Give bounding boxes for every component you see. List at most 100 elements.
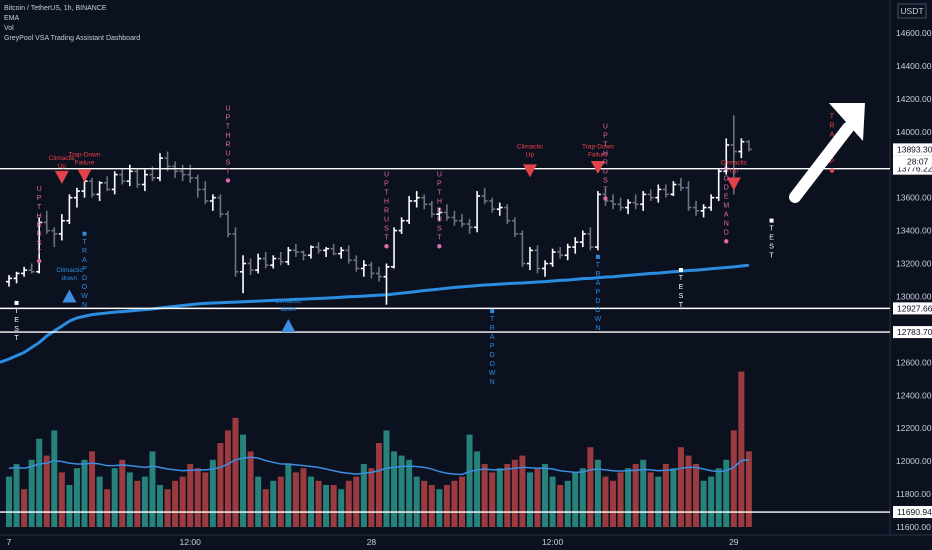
volume-bar: [693, 464, 700, 527]
signal-label-char: T: [226, 123, 231, 130]
volume-bar: [81, 459, 88, 527]
signal-label: Trap-Down: [69, 152, 101, 159]
volume-bar: [745, 451, 752, 527]
signal-label-char: T: [679, 302, 684, 309]
signal-label-char: A: [490, 334, 495, 341]
volume-bar: [270, 480, 277, 527]
volume-bar: [587, 447, 594, 527]
volume-bar: [708, 476, 715, 527]
signal-label-char: R: [37, 222, 42, 229]
signal-label-char: R: [603, 160, 608, 167]
price-badge: [893, 506, 932, 519]
signal-label-char: A: [724, 211, 729, 218]
signal-label-char: W: [489, 370, 496, 377]
price-badge-label: 13776.22: [897, 164, 932, 174]
volume-bar: [549, 476, 556, 527]
signal-label-char: T: [384, 189, 389, 196]
signal-label-char: N: [724, 166, 729, 173]
signal-label-char: U: [225, 105, 230, 112]
volume-bar: [504, 464, 511, 527]
volume-bar: [730, 430, 737, 527]
signal-label-char: R: [384, 207, 389, 214]
signal-label-char: S: [384, 225, 389, 232]
volume-bar: [194, 468, 201, 527]
volume-bar: [700, 480, 707, 527]
climactic-up-triangle: [590, 161, 605, 175]
signal-label-char: S: [679, 293, 684, 300]
volume-bar: [224, 430, 231, 527]
price-badge: [893, 143, 932, 156]
volume-bar: [149, 451, 156, 527]
volume-bar: [715, 468, 722, 527]
signal-label-char: T: [490, 316, 495, 323]
x-axis-tick: 7: [7, 537, 12, 547]
signal-label-char: S: [226, 159, 231, 166]
signal-label-char: P: [596, 289, 601, 296]
climactic-down-triangle: [281, 319, 296, 333]
signal-label-char: T: [226, 168, 231, 175]
signal-dot: [225, 178, 231, 183]
signal-label-char: U: [37, 186, 42, 193]
volume-bar: [277, 476, 284, 527]
volume-bar: [209, 459, 216, 527]
signal-label-char: T: [37, 204, 42, 211]
signal-dot: [14, 300, 19, 305]
price-badge: [893, 302, 932, 315]
volume-bar: [610, 480, 616, 527]
climactic-up-triangle: [77, 169, 92, 183]
signal-label-char: H: [603, 151, 608, 158]
volume-bar: [368, 468, 375, 527]
volume-bar: [300, 468, 307, 527]
volume-bar: [164, 489, 171, 527]
signal-label-char: P: [490, 343, 495, 350]
volume-bar: [496, 468, 503, 527]
price-badge-label: 11690.94: [897, 507, 932, 517]
signal-label-char: D: [490, 352, 495, 359]
signal-label-char: P: [830, 159, 835, 166]
y-axis-tick: 11800.00: [896, 489, 931, 499]
signal-label-char: W: [595, 316, 602, 323]
volume-bar: [141, 476, 148, 527]
signal-label-char: P: [384, 180, 389, 187]
volume-bar: [451, 480, 458, 527]
signal-label: down: [62, 275, 78, 282]
signal-dot: [724, 239, 729, 244]
x-axis-tick: 12:00: [542, 537, 564, 547]
legend-ema: EMA: [4, 15, 20, 22]
signal-label-char: N: [595, 325, 600, 332]
signal-label-char: D: [595, 298, 600, 305]
y-axis-tick: 13400.00: [896, 226, 932, 236]
y-axis-tick: 14600.00: [896, 28, 932, 38]
volume-bar: [104, 489, 111, 527]
volume-bar: [383, 430, 390, 527]
legend-vol: Vol: [4, 25, 14, 32]
volume-bar: [43, 455, 50, 527]
volume-bar: [481, 464, 488, 527]
signal-label-char: U: [437, 216, 442, 223]
volume-bar: [187, 464, 194, 527]
volume-bar: [119, 459, 126, 527]
signal-label: down: [281, 306, 297, 313]
ema-line: [0, 263, 750, 364]
currency-box[interactable]: [897, 3, 927, 19]
signal-label-char: U: [603, 124, 608, 131]
volume-bar: [126, 472, 133, 527]
volume-bar: [330, 485, 337, 527]
volume-bar: [602, 476, 609, 527]
volume-bar: [73, 468, 80, 527]
signal-label-char: P: [82, 266, 87, 273]
signal-label: Failure: [588, 151, 608, 158]
volume-bar: [391, 451, 398, 527]
signal-dot: [603, 196, 608, 201]
chart-legend: Bitcoin / TetherUS, 1h, BINANCE EMA Vol …: [4, 4, 140, 44]
climactic-up-triangle: [522, 164, 537, 178]
signal-label: Climactic: [275, 298, 302, 305]
volume-bar: [247, 451, 254, 527]
volume-bar: [474, 451, 481, 527]
volume-bar: [413, 476, 420, 527]
signal-label-char: W: [81, 293, 88, 300]
volume-bar: [594, 459, 601, 527]
volume-bar: [398, 455, 405, 527]
volume-bar: [459, 476, 465, 527]
